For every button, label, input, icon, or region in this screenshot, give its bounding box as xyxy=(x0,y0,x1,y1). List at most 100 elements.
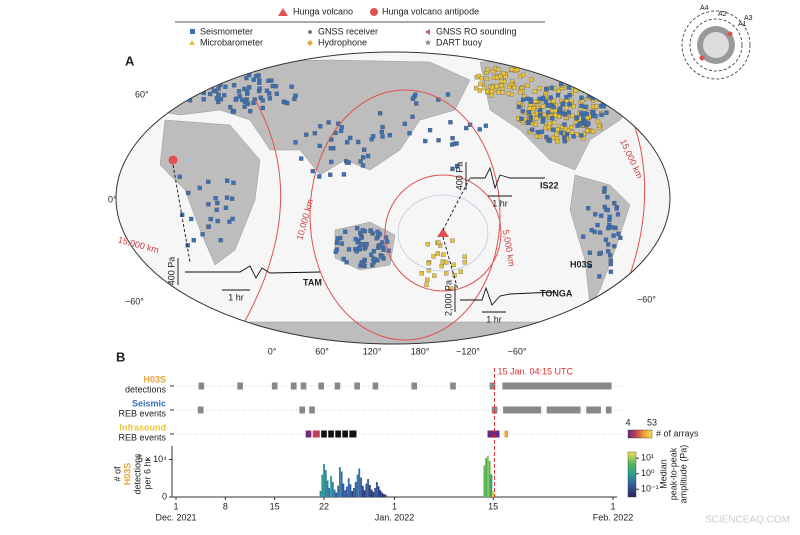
station-marker xyxy=(208,216,213,222)
legend-label: Microbarometer xyxy=(200,37,263,47)
watermark: SCIENCEAQ.COM xyxy=(705,515,790,526)
station-marker xyxy=(186,190,191,196)
station-marker xyxy=(251,100,256,106)
station-marker xyxy=(231,109,236,114)
station-marker xyxy=(581,234,586,239)
station-marker xyxy=(206,202,211,207)
bar xyxy=(379,490,382,497)
bar xyxy=(490,474,493,497)
station-marker xyxy=(432,273,437,278)
y-tick-label: 0 xyxy=(162,491,167,501)
colorbar-label: peak-to-peak xyxy=(668,447,678,500)
station-marker xyxy=(499,83,504,88)
station-marker xyxy=(564,132,570,137)
bar xyxy=(485,458,488,497)
station-marker xyxy=(498,73,503,79)
legend-symbol: ★ xyxy=(424,37,432,47)
station-marker xyxy=(449,142,455,147)
bar xyxy=(365,483,368,497)
station-marker xyxy=(362,246,367,251)
station-marker xyxy=(239,97,245,102)
station-marker xyxy=(489,89,495,94)
row-name: H03S xyxy=(143,374,166,384)
station-marker xyxy=(402,121,408,127)
amplitude-scale: 400 Pa xyxy=(166,257,176,286)
station-marker xyxy=(602,204,607,210)
station-marker xyxy=(181,92,186,97)
bar xyxy=(328,488,331,497)
station-marker xyxy=(189,216,194,222)
legend-symbol xyxy=(308,30,312,34)
colorbar-tick-label: 10⁰ xyxy=(641,468,655,478)
hunga-marker xyxy=(437,228,449,237)
y-axis-label: H03S xyxy=(122,463,132,486)
station-marker xyxy=(553,113,558,118)
y-axis-label: # of xyxy=(112,466,122,482)
event-box xyxy=(309,406,315,414)
x-tick-label: 22 xyxy=(319,501,329,511)
station-marker xyxy=(593,104,599,109)
station-name: IS22 xyxy=(540,180,559,190)
amplitude-colorbar xyxy=(627,451,637,498)
station-marker xyxy=(569,130,575,135)
station-marker xyxy=(380,124,385,130)
inset-label: A2 xyxy=(718,11,727,18)
bar xyxy=(377,486,380,497)
station-marker xyxy=(208,76,213,82)
station-marker xyxy=(441,252,446,257)
station-marker xyxy=(427,127,433,133)
station-marker xyxy=(551,98,556,104)
bar xyxy=(492,491,495,497)
station-marker xyxy=(245,89,250,94)
station-marker xyxy=(586,121,591,126)
station-marker xyxy=(383,235,389,240)
bar xyxy=(335,492,338,497)
bar xyxy=(321,474,324,497)
colorbar-tick-label: 4 xyxy=(625,417,630,427)
station-marker xyxy=(561,101,566,106)
station-marker xyxy=(478,81,483,87)
station-marker xyxy=(223,205,229,210)
station-marker xyxy=(567,102,572,107)
station-name: H03S xyxy=(570,259,593,269)
station-marker xyxy=(607,253,613,258)
station-marker xyxy=(410,114,415,119)
inset-label: A1 xyxy=(738,21,747,28)
station-marker xyxy=(304,132,309,137)
station-marker xyxy=(530,127,535,132)
station-marker xyxy=(341,256,346,262)
station-marker xyxy=(595,119,601,124)
station-marker xyxy=(244,75,249,81)
station-marker xyxy=(328,146,334,151)
station-marker xyxy=(339,241,344,246)
station-marker xyxy=(189,92,194,97)
station-marker xyxy=(606,242,611,247)
station-marker xyxy=(612,244,617,249)
station-marker xyxy=(584,84,589,90)
station-marker xyxy=(284,100,290,106)
station-marker xyxy=(542,112,547,117)
colorbar-label: amplitude (Pa) xyxy=(678,445,688,504)
station-marker xyxy=(599,213,604,218)
event-box xyxy=(318,382,325,390)
x-tick-label: 1 xyxy=(173,501,178,511)
station-marker xyxy=(444,260,449,265)
station-marker xyxy=(251,77,256,82)
legend-symbol xyxy=(190,29,195,34)
inset-label: A3 xyxy=(744,15,753,22)
amplitude-scale: 400 Pa xyxy=(454,162,464,191)
station-marker xyxy=(458,269,463,274)
station-marker xyxy=(492,75,497,80)
station-marker xyxy=(482,85,487,91)
station-marker xyxy=(361,155,366,160)
lon-label: −60° xyxy=(508,346,527,356)
station-marker xyxy=(525,83,530,88)
event-box xyxy=(372,382,379,390)
station-marker xyxy=(477,88,482,93)
station-markers xyxy=(177,66,623,291)
station-marker xyxy=(599,112,604,117)
station-marker xyxy=(424,282,429,287)
bar xyxy=(486,455,489,497)
station-marker xyxy=(448,120,453,125)
station-marker xyxy=(317,143,322,149)
